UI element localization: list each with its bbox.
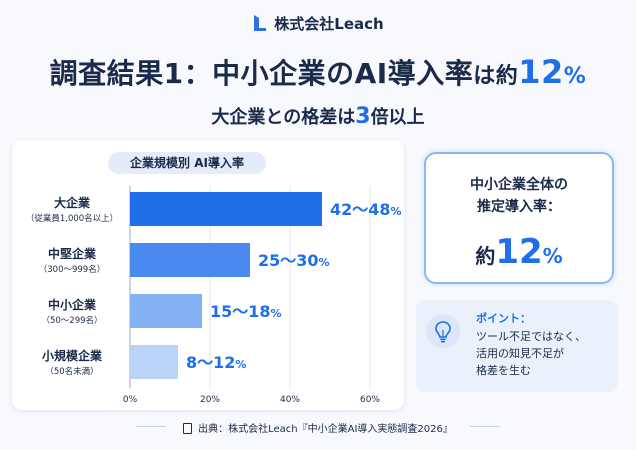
data-label: 15〜18% [210, 302, 282, 321]
category-label: 大企業 [54, 195, 91, 210]
x-tick-label: 60% [360, 395, 380, 405]
page-subtitle: 大企業との格差は3倍以上 [0, 103, 636, 129]
title-text: 調査結果1：中小企業のAI導入率 [49, 57, 474, 90]
category-sublabel: （50〜299名） [41, 315, 102, 326]
category-label: 中堅企業 [48, 246, 97, 261]
data-label: 25〜30% [258, 251, 330, 270]
title-value: 12 [518, 53, 564, 91]
data-label-unit: % [235, 358, 246, 371]
title-unit: % [563, 64, 587, 89]
divider-right [470, 426, 500, 427]
point-title: ポイント： [476, 312, 531, 325]
divider-left [136, 426, 166, 427]
bar [130, 294, 202, 328]
document-icon [183, 423, 193, 434]
data-label-unit: % [319, 256, 330, 269]
category-label: 小規模企業 [42, 348, 103, 363]
brand-name: 株式会社Leach [274, 15, 384, 33]
summary-approx: 約 [475, 244, 496, 268]
source-text: 出典：株式会社Leach『中小企業AI導入実態調査2026』 [198, 424, 453, 435]
data-label: 8〜12% [186, 353, 246, 372]
bar [130, 192, 322, 226]
point-text: ツール不足ではなく、 活用の知見不足が 格差を生む [476, 330, 586, 377]
page-title: 調査結果1：中小企業のAI導入率は約12% [0, 52, 636, 92]
category-sublabel: （300〜999名） [39, 264, 105, 275]
summary-number: 12 [495, 232, 543, 272]
subtitle-text-end: 倍以上 [370, 107, 425, 128]
bar-chart: 0% 20% 40% 60% 大企業 （従業員1,000名以上） 42〜48% 中堅企業 （30… [26, 186, 402, 405]
category-label: 中小企業 [48, 297, 97, 312]
subtitle-text: 大企業との格差は [211, 107, 356, 128]
x-tick-label: 40% [280, 395, 300, 405]
summary-label: 中小企業全体の 推定導入率： [470, 177, 568, 215]
x-tick-label: 20% [200, 395, 220, 405]
data-label-unit: % [391, 205, 402, 218]
leach-logo-icon [254, 15, 267, 31]
data-label: 42〜48% [330, 200, 402, 219]
title-particle: は [473, 64, 496, 89]
summary-card: 中小企業全体の 推定導入率： 約12% [424, 152, 614, 284]
data-label-unit: % [271, 307, 282, 320]
title-approx: 約 [495, 64, 519, 89]
bar [130, 243, 250, 277]
source-note: 出典：株式会社Leach『中小企業AI導入実態調査2026』 [0, 420, 636, 435]
bar [130, 345, 178, 379]
subtitle-value: 3 [355, 104, 371, 129]
x-tick-label: 0% [123, 395, 138, 405]
category-sublabel: （従業員1,000名以上） [26, 213, 118, 224]
summary-unit: % [542, 244, 563, 268]
lightbulb-icon [426, 314, 460, 348]
summary-value: 約12% [426, 232, 612, 272]
chart-title: 企業規模別 AI導入率 [108, 152, 266, 174]
category-sublabel: （50名未満） [45, 366, 98, 377]
brand: 株式会社Leach [0, 13, 636, 34]
